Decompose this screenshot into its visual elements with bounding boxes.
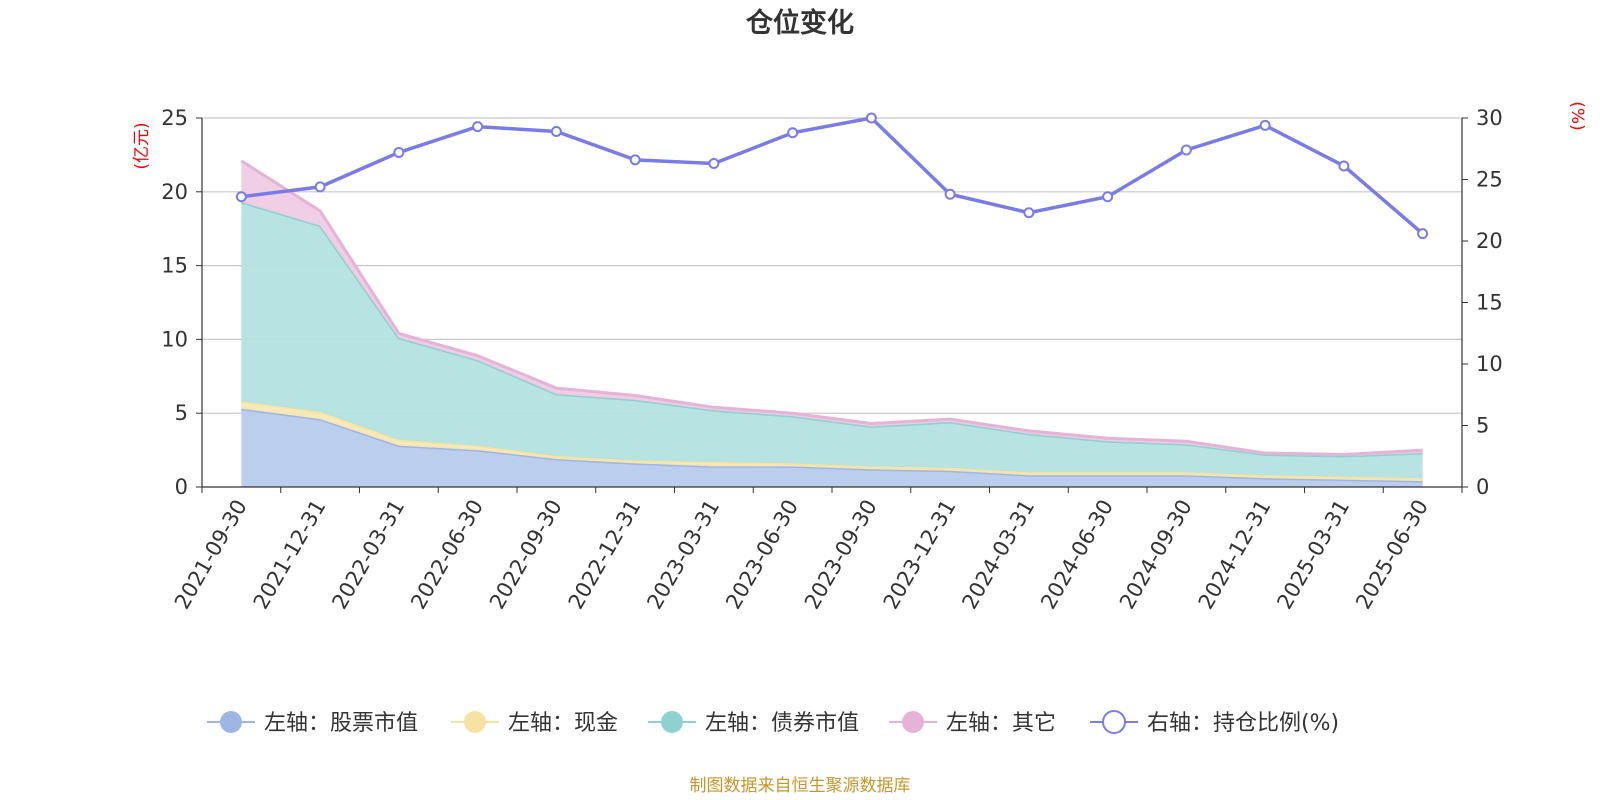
ratio-point xyxy=(1102,191,1114,203)
ratio-point xyxy=(1259,119,1271,131)
stacked-areas xyxy=(240,159,1423,487)
right-axis-tick-label: 15 xyxy=(1476,291,1503,315)
right-axis-tick-label: 30 xyxy=(1476,106,1503,130)
ratio-point xyxy=(1180,144,1192,156)
x-axis-tick-label: 2023-03-31 xyxy=(642,496,724,614)
x-axis-tick-label: 2024-09-30 xyxy=(1115,496,1197,614)
area-series-fill xyxy=(241,202,1423,479)
left-axis-tick-label: 15 xyxy=(161,254,188,278)
ratio-point xyxy=(235,191,247,203)
left-axis-tick-label: 5 xyxy=(175,401,188,425)
ratio-point xyxy=(865,112,877,124)
legend-label: 左轴：其它 xyxy=(946,711,1056,736)
ratio-point xyxy=(472,121,484,133)
legend-item[interactable]: 左轴：债券市值 xyxy=(648,711,859,736)
ratio-point xyxy=(1417,228,1429,240)
chart-title: 仓位变化 xyxy=(745,7,854,39)
ratio-line xyxy=(241,116,1424,235)
legend-item[interactable]: 左轴：现金 xyxy=(451,711,618,736)
legend-label: 左轴：股票市值 xyxy=(264,711,418,736)
legend-label: 左轴：债券市值 xyxy=(705,711,859,736)
left-axis-tick-label: 10 xyxy=(161,327,188,351)
left-axis-unit: (亿元) xyxy=(132,122,152,169)
left-axis-tick-label: 0 xyxy=(175,475,188,499)
right-axis-tick-label: 5 xyxy=(1476,414,1489,438)
right-axis-tick-label: 10 xyxy=(1476,352,1503,376)
legend: 左轴：股票市值 左轴：现金 左轴：债券市值 左轴：其它 右轴：持仓比例(%) xyxy=(207,710,1339,736)
ratio-point xyxy=(393,146,405,158)
x-axis-tick-label: 2025-03-31 xyxy=(1272,496,1354,614)
ratio-point xyxy=(787,127,799,139)
ratio-point xyxy=(1023,207,1035,219)
x-axis-tick-label: 2024-06-30 xyxy=(1036,496,1118,614)
legend-label: 右轴：持仓比例(%) xyxy=(1147,711,1339,736)
right-axis-tick-label: 20 xyxy=(1476,229,1503,253)
legend-item[interactable]: 左轴：其它 xyxy=(889,711,1056,736)
right-axis-tick-label: 0 xyxy=(1476,475,1489,499)
ratio-point xyxy=(708,158,720,170)
area-series-edge xyxy=(240,159,1423,457)
ratio-point xyxy=(314,181,326,193)
legend-swatch-marker xyxy=(220,711,242,733)
legend-label: 左轴：现金 xyxy=(508,711,618,736)
x-axis-tick-label: 2025-06-30 xyxy=(1351,496,1433,614)
legend-item[interactable]: 右轴：持仓比例(%) xyxy=(1090,710,1339,736)
x-axis-tick-label: 2021-09-30 xyxy=(170,496,252,614)
x-axis-tick-label: 2024-12-31 xyxy=(1194,496,1276,614)
x-axis-tick-label: 2023-06-30 xyxy=(721,496,803,614)
legend-swatch-marker xyxy=(661,711,683,733)
x-axis-tick-label: 2022-06-30 xyxy=(406,496,488,614)
x-axis-tick-label: 2022-12-31 xyxy=(564,496,646,614)
area-series-fill xyxy=(241,160,1423,457)
legend-item[interactable]: 左轴：股票市值 xyxy=(207,711,418,736)
ratio-point xyxy=(629,154,641,166)
x-axis-tick-label: 2023-12-31 xyxy=(879,496,961,614)
source-note: 制图数据来自恒生聚源数据库 xyxy=(690,776,911,796)
legend-swatch-marker xyxy=(1102,710,1126,734)
x-axis-tick-label: 2022-03-31 xyxy=(327,496,409,614)
left-axis-tick-label: 20 xyxy=(161,180,188,204)
area-series-fill xyxy=(241,408,1423,487)
x-axis-tick-label: 2021-12-31 xyxy=(249,496,331,614)
x-axis-tick-label: 2022-09-30 xyxy=(485,496,567,614)
legend-swatch-marker xyxy=(902,711,924,733)
ratio-point xyxy=(944,188,956,200)
right-axis-tick-label: 25 xyxy=(1476,168,1503,192)
legend-swatch-marker xyxy=(464,711,486,733)
ratio-point xyxy=(550,126,562,138)
ratio-line-layer xyxy=(235,112,1429,240)
x-axis-tick-label: 2024-03-31 xyxy=(957,496,1039,614)
ratio-point xyxy=(1338,160,1350,172)
right-axis-unit: (%) xyxy=(1567,101,1587,130)
x-axis-tick-label: 2023-09-30 xyxy=(800,496,882,614)
left-axis-tick-label: 25 xyxy=(161,106,188,130)
